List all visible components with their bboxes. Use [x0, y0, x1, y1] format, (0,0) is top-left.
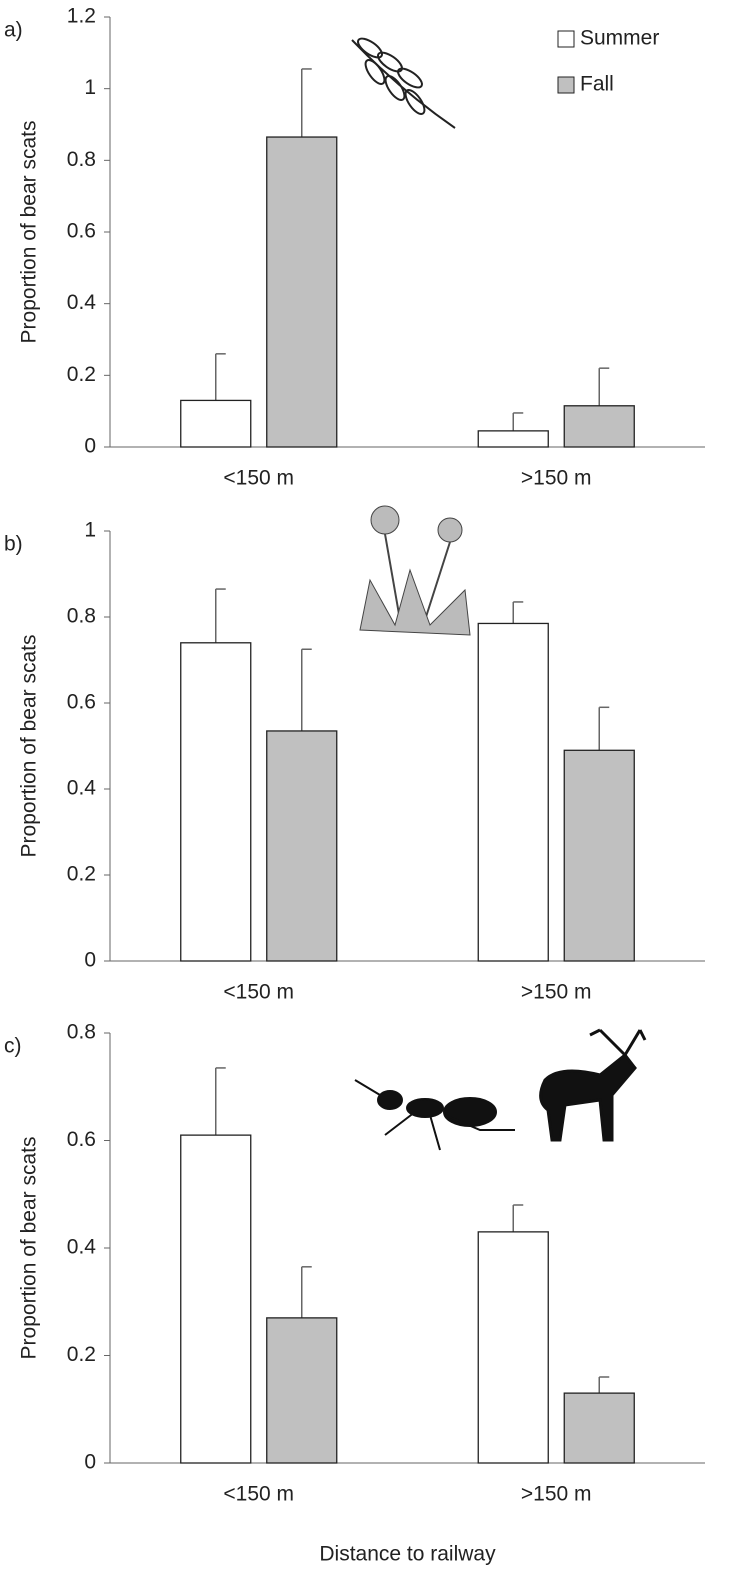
panel-label: c) — [4, 1035, 22, 1058]
bar — [563, 405, 635, 448]
legend-label: Fall — [580, 73, 614, 96]
y-tick-label: 0.2 — [67, 363, 96, 386]
bar — [477, 1231, 549, 1464]
legend-swatch — [557, 30, 575, 48]
bar — [477, 622, 549, 962]
y-tick-label: 0.8 — [67, 605, 96, 628]
bar — [563, 749, 635, 962]
y-tick-label: 0 — [84, 1451, 96, 1474]
y-tick-label: 0.8 — [67, 1021, 96, 1044]
y-tick-label: 0.6 — [67, 1128, 96, 1151]
y-tick-label: 1 — [84, 519, 96, 542]
bar — [477, 430, 549, 448]
y-tick-label: 1.2 — [67, 5, 96, 28]
y-tick-label: 0.4 — [67, 291, 97, 314]
bar — [180, 642, 252, 962]
panel-label: a) — [4, 19, 23, 42]
y-axis-label: Proportion of bear scats — [18, 1137, 41, 1360]
bar — [180, 399, 252, 448]
bar — [563, 1392, 635, 1464]
legend-swatch — [557, 76, 575, 94]
y-tick-label: 0 — [84, 435, 96, 458]
y-tick-label: 1 — [84, 76, 96, 99]
x-tick-label: >150 m — [521, 1483, 592, 1506]
y-tick-label: 0 — [84, 949, 96, 972]
y-axis-label: Proportion of bear scats — [18, 121, 41, 344]
deer-icon — [539, 1028, 647, 1142]
y-tick-label: 0.2 — [67, 863, 96, 886]
bar — [266, 1317, 338, 1464]
x-axis-label: Distance to railway — [319, 1543, 496, 1566]
y-axis-label: Proportion of bear scats — [18, 635, 41, 858]
x-tick-label: <150 m — [223, 981, 294, 1004]
panel-label: b) — [4, 533, 23, 556]
dandelion-icon — [359, 505, 471, 636]
y-tick-label: 0.2 — [67, 1343, 96, 1366]
legend-label: Summer — [580, 27, 659, 50]
x-tick-label: >150 m — [521, 981, 592, 1004]
ant-icon — [354, 1079, 515, 1151]
y-tick-label: 0.4 — [67, 1236, 97, 1259]
bar — [266, 136, 338, 448]
x-tick-label: <150 m — [223, 467, 294, 490]
bar — [266, 730, 338, 962]
x-tick-label: <150 m — [223, 1483, 294, 1506]
y-tick-label: 0.6 — [67, 691, 96, 714]
y-tick-label: 0.6 — [67, 220, 96, 243]
wheat-icon — [351, 37, 456, 129]
x-tick-label: >150 m — [521, 467, 592, 490]
y-tick-label: 0.4 — [67, 777, 97, 800]
bar — [180, 1134, 252, 1464]
y-tick-label: 0.8 — [67, 148, 96, 171]
